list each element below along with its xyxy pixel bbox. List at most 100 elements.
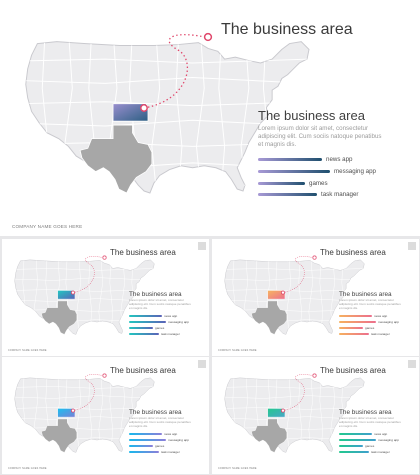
kansas-highlight[interactable] [267, 290, 286, 300]
legend-label: task manager [371, 450, 390, 454]
us-map [224, 373, 365, 453]
legend-row-games: games [339, 326, 374, 330]
location-pin-icon[interactable] [71, 408, 75, 413]
kansas-highlight[interactable] [57, 290, 76, 300]
legend-row-games: games [129, 326, 164, 330]
progress-bar [339, 445, 363, 447]
legend-label: messaging app [168, 438, 189, 442]
legend-label: news app [326, 156, 353, 163]
progress-bar [258, 182, 305, 185]
texas-region [41, 300, 78, 335]
progress-bar [129, 321, 166, 323]
legend-label: messaging app [334, 168, 376, 175]
dotted-connector [282, 374, 314, 411]
location-pin-icon[interactable] [102, 255, 107, 260]
slide-title: The business area [320, 248, 386, 257]
section-heading: The business area [258, 108, 365, 123]
progress-bar [129, 445, 153, 447]
company-name: COMPANY NAME GOES HERE [8, 349, 47, 352]
body-text: Lorem ipsum dolor sit amet, consectetur … [129, 298, 191, 310]
dotted-connector [282, 256, 314, 293]
legend-row-messaging-app: messaging app [339, 438, 399, 442]
legend-label: games [365, 444, 375, 448]
us-map [14, 255, 155, 335]
texas-region [79, 124, 153, 194]
progress-bar [339, 327, 363, 329]
legend-row-news-app: news app [129, 314, 177, 318]
company-name: COMPANY NAME GOES HERE [218, 467, 257, 470]
progress-bar [129, 333, 159, 335]
section-heading: The business area [339, 291, 392, 298]
us-map [224, 255, 365, 335]
section-heading: The business area [129, 409, 182, 416]
company-name: COMPANY NAME GOES HERE [218, 349, 257, 352]
location-pin-icon[interactable] [312, 255, 317, 260]
square-marker-icon [198, 360, 206, 368]
progress-bar [258, 193, 317, 196]
location-pin-icon[interactable] [203, 32, 213, 42]
legend-label: news app [374, 314, 388, 318]
dotted-connector [72, 374, 104, 411]
body-text: Lorem ipsum dolor sit amet, consectetur … [339, 416, 401, 428]
legend-row-news-app: news app [258, 156, 353, 163]
location-pin-icon[interactable] [281, 290, 285, 295]
slide-thumbnail-orange[interactable]: The business area The business area Lore… [212, 239, 419, 356]
kansas-highlight[interactable] [267, 408, 286, 418]
progress-bar [258, 158, 322, 161]
texas-region [41, 418, 78, 453]
legend-label: task manager [161, 450, 180, 454]
body-text: Lorem ipsum dolor sit amet, consectetur … [258, 125, 382, 148]
progress-bar [339, 321, 376, 323]
dotted-connector [143, 34, 206, 109]
slide-title: The business area [221, 21, 353, 38]
legend-row-games: games [258, 180, 328, 187]
legend-row-task-manager: task manager [129, 450, 180, 454]
square-marker-icon [198, 242, 206, 250]
legend-row-news-app: news app [339, 432, 387, 436]
slide-thumbnail-teal[interactable]: The business area The business area Lore… [2, 239, 209, 356]
legend-label: news app [164, 314, 178, 318]
progress-bar [339, 439, 376, 441]
legend-row-messaging-app: messaging app [339, 320, 399, 324]
legend-label: games [309, 180, 328, 187]
kansas-highlight[interactable] [112, 103, 149, 122]
location-pin-icon[interactable] [102, 373, 107, 378]
location-pin-icon[interactable] [71, 290, 75, 295]
legend-row-news-app: news app [339, 314, 387, 318]
texas-region [251, 300, 288, 335]
legend-label: messaging app [168, 320, 189, 324]
legend-row-task-manager: task manager [339, 332, 390, 336]
square-marker-icon [408, 242, 416, 250]
legend-label: task manager [371, 332, 390, 336]
company-name: COMPANY NAME GOES HERE [12, 224, 83, 229]
location-pin-icon[interactable] [312, 373, 317, 378]
location-pin-icon[interactable] [281, 408, 285, 413]
section-heading: The business area [129, 291, 182, 298]
legend-label: messaging app [378, 438, 399, 442]
legend-label: games [155, 326, 165, 330]
kansas-highlight[interactable] [57, 408, 76, 418]
body-text: Lorem ipsum dolor sit amet, consectetur … [339, 298, 401, 310]
progress-bar [129, 439, 166, 441]
progress-bar [339, 315, 372, 317]
main-slide[interactable]: The business area The business area Lore… [0, 0, 420, 236]
square-marker-icon [408, 360, 416, 368]
legend-label: messaging app [378, 320, 399, 324]
progress-bar [339, 333, 369, 335]
legend-label: task manager [321, 191, 359, 198]
progress-bar [258, 170, 330, 173]
progress-bar [129, 451, 159, 453]
body-text: Lorem ipsum dolor sit amet, consectetur … [129, 416, 191, 428]
slide-thumbnail-green[interactable]: The business area The business area Lore… [212, 357, 419, 474]
legend-row-messaging-app: messaging app [129, 320, 189, 324]
slide-thumbnail-blue[interactable]: The business area The business area Lore… [2, 357, 209, 474]
section-heading: The business area [339, 409, 392, 416]
legend-label: games [365, 326, 375, 330]
legend-row-task-manager: task manager [339, 450, 390, 454]
progress-bar [339, 451, 369, 453]
slide-title: The business area [110, 248, 176, 257]
location-pin-icon[interactable] [140, 104, 148, 112]
legend-row-games: games [129, 444, 164, 448]
progress-bar [339, 433, 372, 435]
progress-bar [129, 315, 162, 317]
